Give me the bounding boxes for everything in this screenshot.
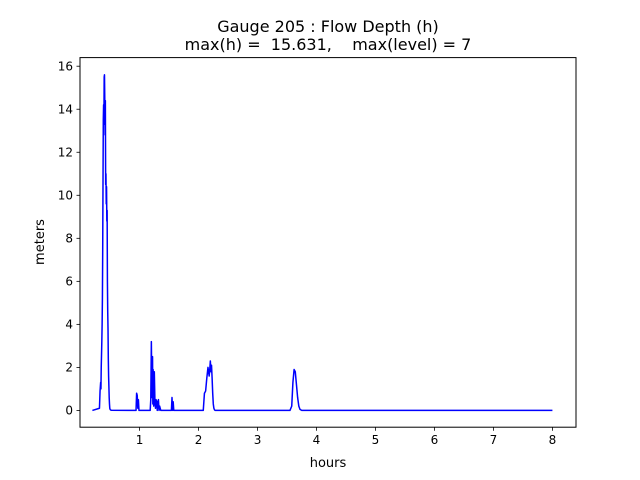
y-tick-label: 4 xyxy=(65,318,73,332)
y-tick-label: 16 xyxy=(58,60,73,74)
y-tick-label: 8 xyxy=(65,232,73,246)
plot-area-frame xyxy=(79,57,577,428)
series-line-flow-depth xyxy=(92,74,553,412)
x-axis-label: hours xyxy=(310,456,347,471)
x-tick-label: 2 xyxy=(195,433,203,447)
y-axis-ticks: 0 2 4 6 8 10 12 14 16 xyxy=(58,60,80,418)
x-tick-label: 1 xyxy=(136,433,144,447)
x-tick-label: 3 xyxy=(254,433,262,447)
y-tick-label: 0 xyxy=(65,404,73,418)
x-tick-label: 5 xyxy=(372,433,380,447)
x-axis-ticks: 1 2 3 4 5 6 7 8 xyxy=(136,427,556,447)
chart-subtitle: max(h) = 15.631, max(level) = 7 xyxy=(185,35,472,54)
y-tick-label: 14 xyxy=(58,103,73,117)
x-tick-label: 7 xyxy=(490,433,498,447)
series-layer xyxy=(92,74,553,412)
y-axis-label: meters xyxy=(33,219,48,265)
y-tick-label: 6 xyxy=(65,275,73,289)
x-tick-label: 4 xyxy=(313,433,321,447)
y-tick-label: 2 xyxy=(65,361,73,375)
chart-title: Gauge 205 : Flow Depth (h) xyxy=(217,17,439,36)
x-tick-label: 8 xyxy=(549,433,557,447)
x-tick-label: 6 xyxy=(431,433,439,447)
y-tick-label: 10 xyxy=(58,189,73,203)
y-tick-label: 12 xyxy=(58,146,73,160)
